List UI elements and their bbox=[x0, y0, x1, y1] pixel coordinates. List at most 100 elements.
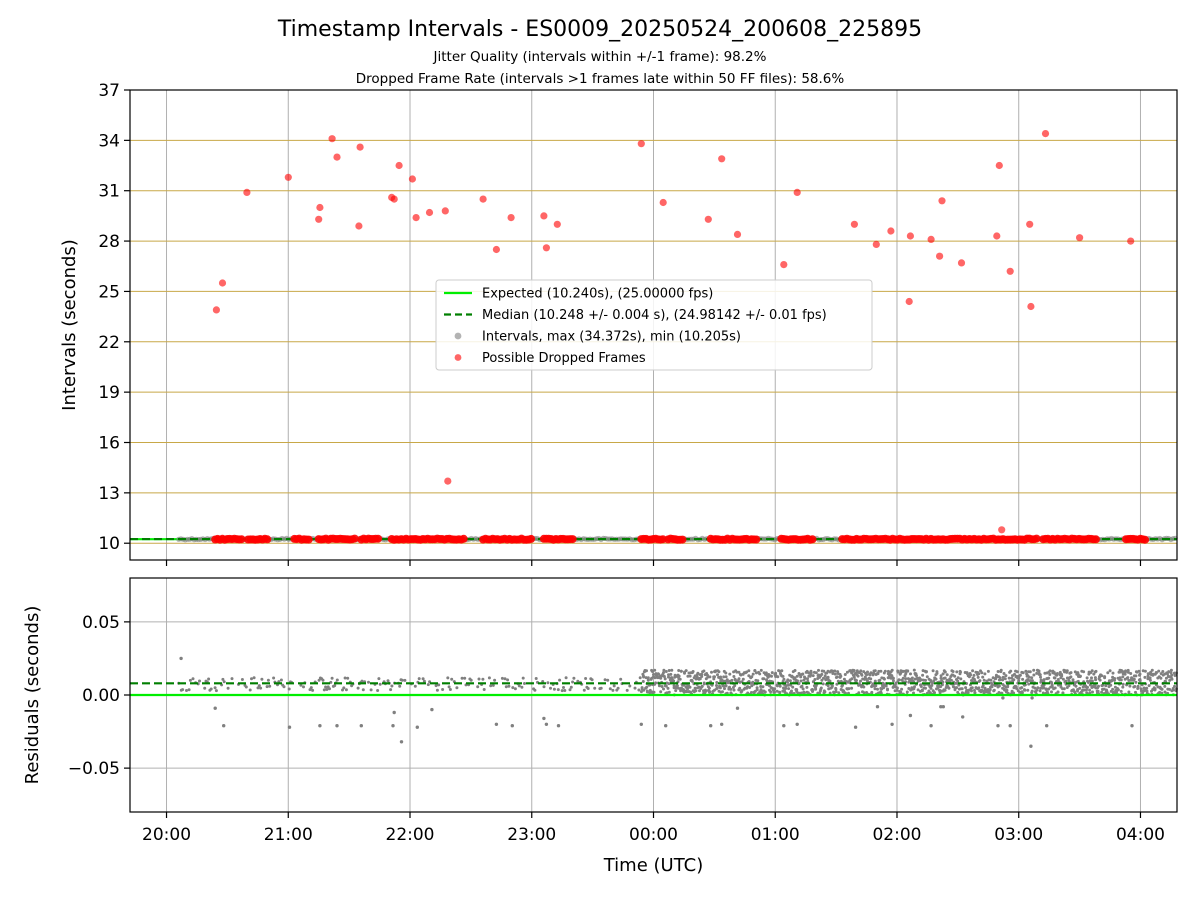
residual-point bbox=[1172, 688, 1175, 692]
residual-point bbox=[667, 682, 671, 686]
bottom-xticks: 20:00 21:00 22:00 23:00 00:00 01:00 02:00 03:00… bbox=[142, 812, 1165, 845]
residual-point bbox=[722, 675, 726, 679]
residual-point bbox=[1003, 677, 1007, 681]
residual-point bbox=[886, 688, 889, 692]
residual-point bbox=[866, 670, 869, 674]
residual-point bbox=[859, 669, 863, 673]
residual-outlier bbox=[318, 724, 322, 728]
residual-point bbox=[977, 672, 981, 676]
residual-point bbox=[694, 689, 698, 693]
residual-point bbox=[562, 686, 565, 689]
residual-point bbox=[919, 678, 923, 682]
residual-point bbox=[821, 682, 825, 686]
residual-point bbox=[266, 678, 270, 682]
residual-point bbox=[1093, 683, 1097, 687]
residual-point bbox=[652, 690, 656, 694]
residual-point bbox=[1090, 669, 1094, 673]
residual-point bbox=[386, 679, 390, 683]
residual-point bbox=[820, 678, 824, 682]
residual-point bbox=[737, 677, 741, 681]
residual-point bbox=[905, 690, 909, 694]
residual-point bbox=[857, 691, 861, 695]
residual-point bbox=[782, 689, 786, 693]
bottom-lines bbox=[130, 682, 1177, 697]
residual-point bbox=[814, 671, 818, 675]
residual-point bbox=[986, 669, 990, 673]
residual-point bbox=[904, 672, 908, 676]
dropped-point bbox=[1027, 302, 1035, 311]
residual-point bbox=[546, 681, 550, 685]
residual-point bbox=[1020, 686, 1024, 690]
residual-point bbox=[828, 679, 832, 683]
residual-point bbox=[807, 671, 811, 675]
residual-point bbox=[1022, 688, 1026, 692]
residual-point bbox=[834, 687, 838, 691]
residual-point bbox=[669, 672, 673, 676]
residual-point bbox=[835, 675, 839, 679]
residual-point bbox=[819, 686, 823, 690]
residual-point bbox=[637, 688, 641, 692]
residual-point bbox=[822, 676, 825, 680]
residual-point bbox=[1032, 673, 1036, 677]
residual-point bbox=[599, 686, 603, 690]
residual-point bbox=[1017, 679, 1021, 683]
residual-point bbox=[377, 677, 381, 681]
bottom-xtick-label: 03:00 bbox=[994, 825, 1043, 845]
residual-point bbox=[1119, 689, 1123, 693]
residual-point bbox=[1126, 670, 1130, 674]
top-ytick-label: 19 bbox=[98, 383, 120, 403]
residual-point bbox=[1168, 687, 1171, 691]
residual-point bbox=[1021, 677, 1025, 681]
residual-point bbox=[1039, 675, 1042, 679]
residual-point bbox=[1042, 678, 1046, 682]
residual-point bbox=[422, 679, 426, 683]
residual-outlier bbox=[664, 724, 668, 728]
residual-point bbox=[1121, 675, 1125, 679]
dropped-point bbox=[887, 227, 895, 235]
residual-point bbox=[664, 670, 668, 673]
residual-point bbox=[645, 689, 649, 693]
residual-point bbox=[688, 685, 692, 689]
residual-point bbox=[1163, 684, 1167, 688]
residual-point bbox=[869, 671, 873, 675]
residual-point bbox=[1109, 683, 1113, 687]
residual-point bbox=[959, 670, 962, 674]
residual-point bbox=[533, 688, 537, 692]
residual-point bbox=[586, 687, 590, 690]
residual-outlier bbox=[1001, 696, 1005, 700]
residual-point bbox=[612, 684, 616, 688]
residual-point bbox=[652, 673, 655, 676]
residual-point bbox=[645, 685, 649, 689]
residual-point bbox=[803, 676, 807, 680]
residual-point bbox=[1069, 675, 1073, 679]
residual-point bbox=[1027, 675, 1031, 679]
residual-point bbox=[556, 688, 560, 692]
residual-point bbox=[1148, 676, 1152, 680]
residual-point bbox=[721, 690, 724, 694]
residual-point bbox=[1104, 684, 1108, 688]
residual-point bbox=[793, 676, 797, 680]
residual-point bbox=[611, 688, 615, 692]
residual-point bbox=[996, 670, 1000, 673]
residual-point bbox=[191, 677, 195, 681]
residual-point bbox=[299, 683, 303, 687]
dropped-point bbox=[316, 203, 324, 212]
legend-label: Median (10.248 +/- 0.004 s), (24.98142 +… bbox=[482, 308, 827, 323]
residual-point bbox=[369, 688, 373, 692]
residual-point bbox=[924, 670, 928, 674]
residual-point bbox=[941, 672, 945, 676]
residual-point bbox=[311, 688, 315, 692]
residual-point bbox=[799, 679, 803, 683]
residual-outlier bbox=[287, 725, 292, 729]
residual-point bbox=[1048, 673, 1052, 676]
residual-point bbox=[964, 686, 968, 690]
residual-point bbox=[722, 684, 726, 688]
residual-point bbox=[398, 684, 402, 688]
residual-point bbox=[787, 687, 791, 691]
dropped-band-point bbox=[1091, 535, 1100, 544]
dropped-point bbox=[315, 215, 323, 223]
residual-point bbox=[831, 672, 835, 675]
legend: Expected (10.240s), (25.00000 fps) Median… bbox=[435, 279, 873, 371]
residual-outlier bbox=[391, 724, 395, 728]
residual-point bbox=[203, 686, 207, 690]
